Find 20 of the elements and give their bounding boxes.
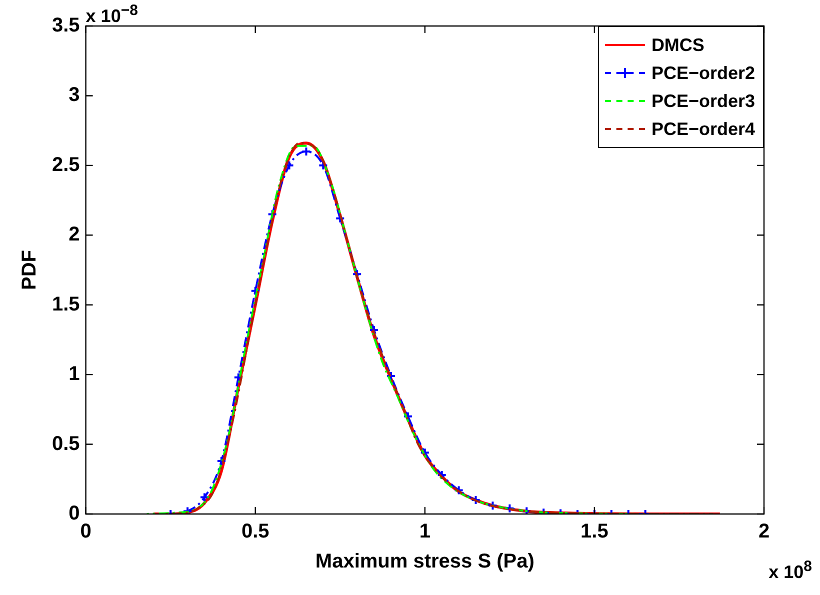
x-tick-label: 2 xyxy=(758,520,770,543)
y-tick-label: 2.5 xyxy=(52,154,80,176)
y-tick-label: 1.5 xyxy=(52,293,80,316)
y-tick-label: 3.5 xyxy=(52,14,80,37)
legend-label: PCE−order4 xyxy=(651,118,755,140)
x-tick-label: 1 xyxy=(419,520,430,543)
y-axis-title: PDF xyxy=(18,250,41,290)
x-tick-label: 0.5 xyxy=(241,520,270,543)
x-tick-label: 1.5 xyxy=(580,520,608,543)
legend-label: DMCS xyxy=(651,34,704,56)
y-tick-label: 1 xyxy=(68,363,80,386)
x-axis-title: Maximum stress S (Pa) xyxy=(315,550,534,573)
y-tick-label: 3 xyxy=(68,84,80,106)
y-tick-label: 2 xyxy=(68,224,80,246)
y-tick-label: 0 xyxy=(68,502,80,525)
text: x 10$^{−8}$ xyxy=(86,2,138,27)
y-tick-label: 0.5 xyxy=(52,432,80,455)
legend-label: PCE−order2 xyxy=(651,62,755,84)
text: x 10$^{8}$ xyxy=(768,558,812,583)
legend-label: PCE−order3 xyxy=(651,90,755,112)
